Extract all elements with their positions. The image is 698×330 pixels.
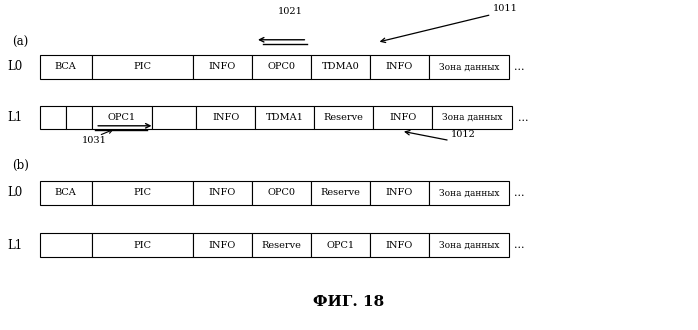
Text: INFO: INFO: [386, 62, 413, 71]
Text: INFO: INFO: [386, 241, 413, 250]
Bar: [193, 181, 252, 205]
Text: PIC: PIC: [133, 241, 151, 250]
Bar: [66, 106, 92, 129]
Text: L1: L1: [7, 239, 22, 252]
Bar: [370, 233, 429, 257]
Text: ...: ...: [514, 240, 525, 250]
Text: Reserve: Reserve: [320, 188, 360, 197]
Bar: [91, 55, 193, 79]
Text: OPC0: OPC0: [267, 188, 295, 197]
Bar: [193, 55, 252, 79]
Bar: [255, 106, 314, 129]
Bar: [196, 106, 255, 129]
Bar: [429, 55, 509, 79]
Bar: [91, 233, 193, 257]
Bar: [373, 106, 433, 129]
Bar: [314, 106, 373, 129]
Text: PIC: PIC: [133, 62, 151, 71]
Text: ...: ...: [518, 113, 528, 123]
Text: L0: L0: [7, 60, 22, 73]
Text: Зона данных: Зона данных: [442, 113, 503, 122]
Bar: [252, 233, 311, 257]
Bar: [370, 181, 429, 205]
Text: L0: L0: [7, 186, 22, 199]
Text: INFO: INFO: [212, 113, 239, 122]
Bar: [193, 233, 252, 257]
Text: TDMA1: TDMA1: [266, 113, 304, 122]
Text: OPC0: OPC0: [267, 62, 295, 71]
Bar: [429, 233, 509, 257]
Text: Зона данных: Зона данных: [438, 188, 499, 197]
Bar: [40, 106, 66, 129]
Bar: [40, 55, 91, 79]
Text: ...: ...: [514, 188, 525, 198]
Text: OPC1: OPC1: [108, 113, 136, 122]
Text: 1012: 1012: [451, 130, 476, 139]
Text: ФИГ. 18: ФИГ. 18: [313, 295, 385, 310]
Text: Reserve: Reserve: [324, 113, 364, 122]
Text: 1011: 1011: [493, 4, 518, 13]
Bar: [151, 106, 196, 129]
Text: Зона данных: Зона данных: [438, 241, 499, 250]
Text: INFO: INFO: [389, 113, 417, 122]
Bar: [252, 55, 311, 79]
Bar: [429, 181, 509, 205]
Text: PIC: PIC: [133, 188, 151, 197]
Text: (b): (b): [12, 158, 29, 172]
Text: L1: L1: [7, 111, 22, 124]
Text: OPC1: OPC1: [326, 241, 355, 250]
Text: 1031: 1031: [82, 136, 106, 145]
Bar: [40, 181, 91, 205]
Text: INFO: INFO: [209, 188, 236, 197]
Text: BCA: BCA: [55, 62, 77, 71]
Bar: [370, 55, 429, 79]
Text: INFO: INFO: [209, 62, 236, 71]
Text: Reserve: Reserve: [261, 241, 301, 250]
Text: Зона данных: Зона данных: [438, 62, 499, 71]
Bar: [433, 106, 512, 129]
Text: INFO: INFO: [386, 188, 413, 197]
Bar: [40, 233, 91, 257]
Text: INFO: INFO: [209, 241, 236, 250]
Text: ...: ...: [514, 62, 525, 72]
Bar: [311, 181, 370, 205]
Text: (a): (a): [12, 36, 28, 49]
Text: BCA: BCA: [55, 188, 77, 197]
Bar: [91, 181, 193, 205]
Bar: [92, 106, 151, 129]
Text: TDMA0: TDMA0: [322, 62, 359, 71]
Bar: [311, 233, 370, 257]
Bar: [252, 181, 311, 205]
Text: 1021: 1021: [278, 7, 302, 16]
Bar: [311, 55, 370, 79]
